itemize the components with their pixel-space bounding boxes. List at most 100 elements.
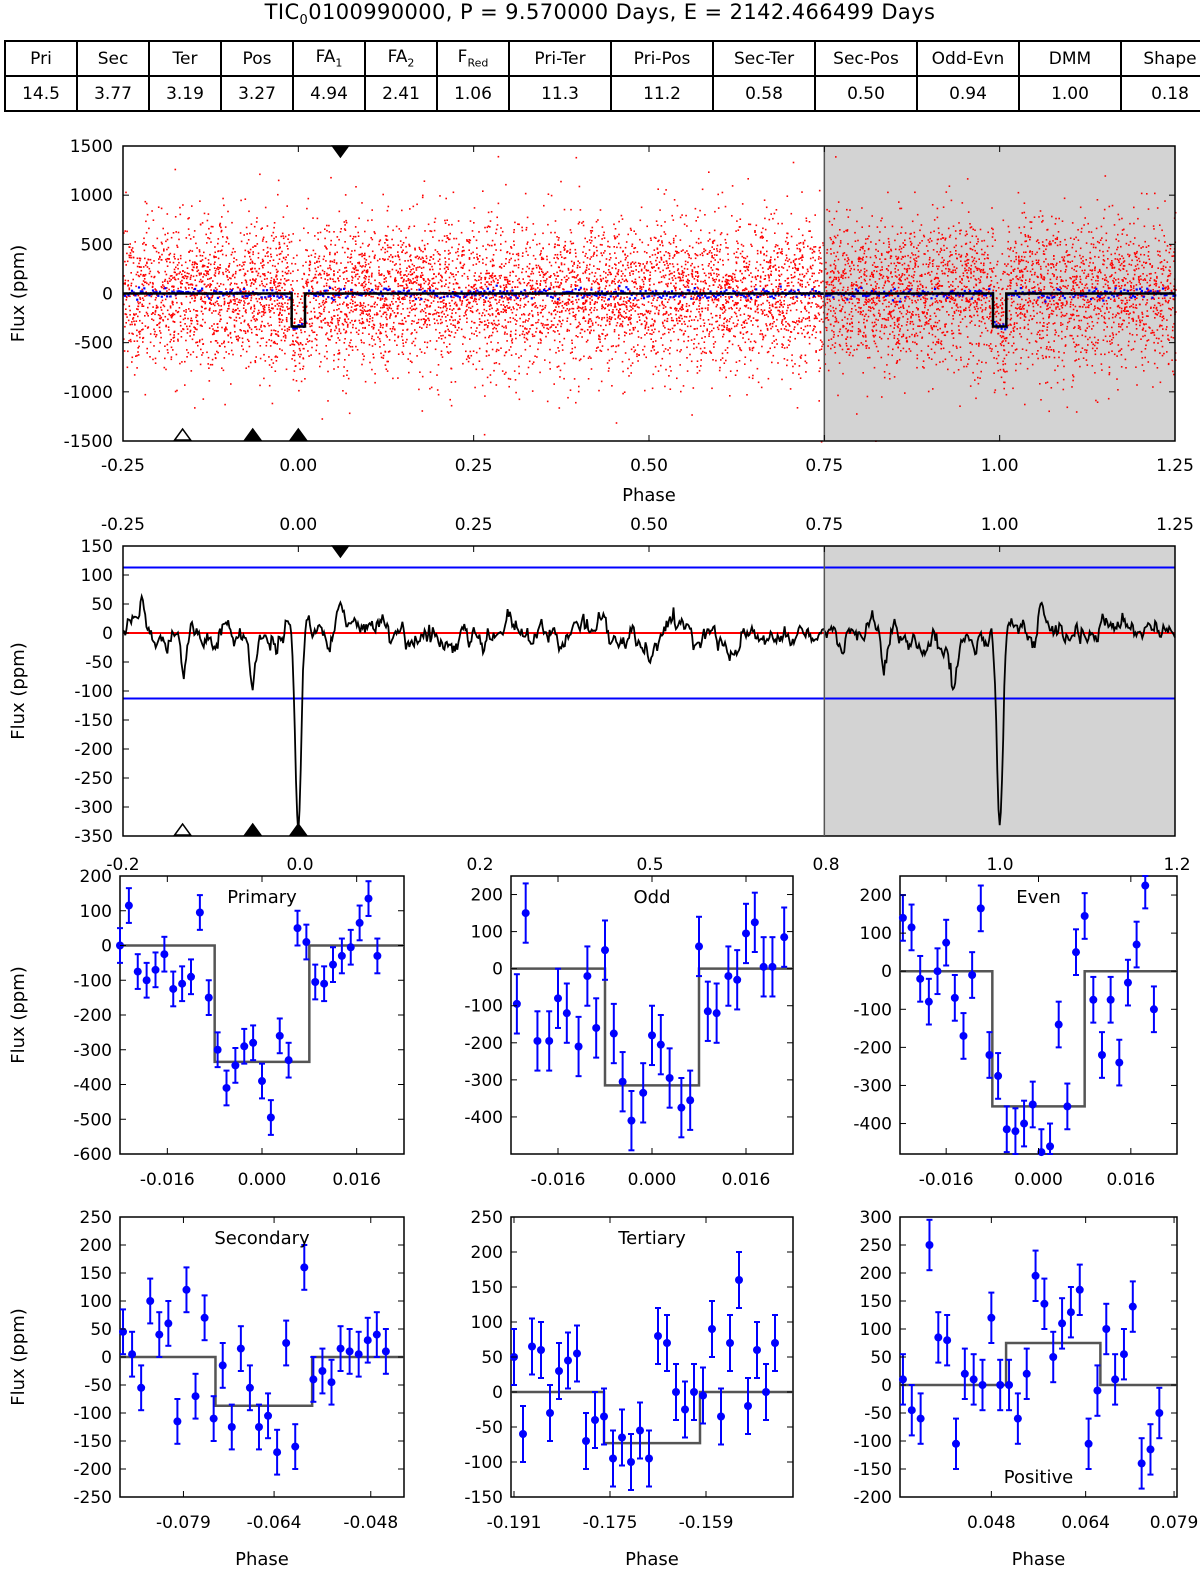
data-point: [366, 320, 369, 322]
data-point: [851, 330, 853, 332]
data-point: [421, 239, 424, 242]
data-point: [262, 266, 264, 269]
data-point: [476, 253, 478, 256]
data-point: [636, 306, 639, 308]
data-point: [484, 283, 486, 286]
data-point: [429, 305, 431, 308]
data-point: [747, 266, 750, 268]
data-point: [379, 332, 381, 335]
data-point: [642, 349, 644, 351]
data-point: [630, 306, 633, 308]
data-point: [272, 231, 275, 234]
data-point: [249, 255, 251, 258]
data-point: [918, 316, 920, 318]
data-point: [1096, 321, 1099, 324]
data-point: [1079, 254, 1081, 257]
data-point: [324, 322, 326, 324]
data-point: [402, 296, 404, 299]
data-point: [1120, 245, 1122, 248]
data-point: [1151, 329, 1154, 332]
data-point: [760, 290, 763, 293]
data-point: [227, 210, 229, 213]
data-point: [1046, 323, 1049, 325]
data-point: [1020, 270, 1023, 273]
data-point: [161, 281, 164, 283]
data-point: [864, 261, 867, 263]
data-point: [707, 300, 710, 302]
data-point: [299, 368, 301, 371]
data-point: [872, 299, 874, 302]
data-point: [993, 304, 996, 307]
data-point: [483, 299, 485, 301]
data-point: [231, 275, 234, 277]
data-point: [443, 313, 445, 315]
data-point: [296, 295, 299, 298]
data-point: [434, 282, 436, 284]
data-point: [665, 267, 668, 270]
data-point: [174, 168, 177, 171]
data-point: [860, 276, 862, 278]
data-point: [671, 214, 673, 217]
data-point: [484, 336, 487, 339]
data-point: [643, 276, 646, 279]
data-point: [1033, 273, 1036, 276]
data-point: [646, 317, 648, 320]
data-point: [323, 308, 325, 311]
data-point: [841, 319, 844, 321]
data-point: [544, 304, 547, 307]
data-point: [525, 229, 528, 231]
data-point: [497, 349, 500, 352]
data-point: [786, 364, 788, 367]
data-point: [1169, 248, 1172, 250]
data-point: [1123, 277, 1126, 279]
data-point: [1102, 259, 1105, 261]
data-point: [942, 206, 945, 208]
data-point: [800, 302, 803, 304]
data-point: [632, 270, 635, 273]
data-point: [139, 298, 142, 300]
data-point: [325, 345, 327, 347]
data-point: [547, 332, 549, 334]
data-point: [941, 256, 944, 259]
data-point: [473, 288, 475, 290]
data-point: [613, 280, 615, 283]
data-point: [294, 318, 296, 320]
data-point: [408, 265, 410, 267]
data-point: [409, 271, 412, 273]
data-point: [554, 300, 556, 303]
data-point: [990, 268, 993, 270]
data-point: [561, 305, 564, 307]
data-point: [1010, 295, 1013, 297]
data-point: [449, 232, 451, 235]
data-point: [543, 326, 545, 329]
data-point: [491, 265, 494, 268]
data-point: [835, 276, 838, 279]
data-point: [274, 342, 277, 345]
data-point: [1066, 325, 1069, 328]
data-point: [366, 318, 368, 321]
stats-header-cell: FA1: [292, 40, 366, 77]
data-point: [916, 280, 918, 283]
data-point: [365, 270, 368, 272]
data-point: [982, 318, 985, 320]
data-point: [340, 262, 342, 264]
data-point: [175, 274, 178, 276]
data-point: [1071, 334, 1073, 337]
stats-value-cell: 1.06: [436, 75, 510, 112]
data-point: [1053, 356, 1056, 359]
data-point: [1084, 269, 1086, 272]
data-point: [663, 254, 666, 257]
data-point: [506, 281, 509, 284]
data-point: [560, 282, 562, 284]
data-point: [262, 249, 265, 251]
data-point: [860, 269, 862, 272]
data-point: [880, 356, 883, 359]
data-point: [584, 290, 586, 293]
data-point: [438, 332, 441, 334]
data-point: [384, 234, 387, 237]
data-point: [879, 330, 882, 333]
data-point: [285, 317, 288, 319]
data-point: [338, 280, 340, 282]
data-point: [439, 263, 442, 266]
data-point: [245, 226, 248, 229]
